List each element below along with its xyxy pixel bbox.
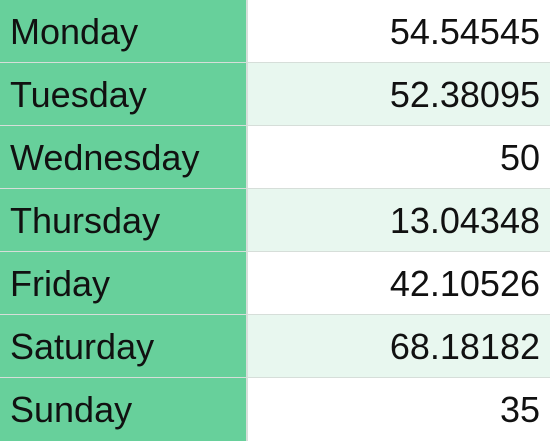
day-cell[interactable]: Monday [0,0,248,63]
table-row: Thursday 13.04348 [0,189,550,252]
row-divider [0,251,550,252]
value-cell[interactable]: 54.54545 [248,0,550,63]
value-cell[interactable]: 35 [248,378,550,441]
day-cell[interactable]: Thursday [0,189,248,252]
table-row: Monday 54.54545 [0,0,550,63]
value-cell[interactable]: 42.10526 [248,252,550,315]
table-row: Tuesday 52.38095 [0,63,550,126]
day-cell[interactable]: Saturday [0,315,248,378]
table-row: Saturday 68.18182 [0,315,550,378]
row-divider [0,314,550,315]
table-row: Sunday 35 [0,378,550,441]
value-cell[interactable]: 68.18182 [248,315,550,378]
day-cell[interactable]: Friday [0,252,248,315]
table-row: Friday 42.10526 [0,252,550,315]
row-divider [0,377,550,378]
row-divider [0,188,550,189]
table-row: Wednesday 50 [0,126,550,189]
day-cell[interactable]: Wednesday [0,126,248,189]
day-cell[interactable]: Tuesday [0,63,248,126]
value-cell[interactable]: 13.04348 [248,189,550,252]
value-cell[interactable]: 52.38095 [248,63,550,126]
value-cell[interactable]: 50 [248,126,550,189]
day-cell[interactable]: Sunday [0,378,248,441]
row-divider [0,62,550,63]
row-divider [0,125,550,126]
